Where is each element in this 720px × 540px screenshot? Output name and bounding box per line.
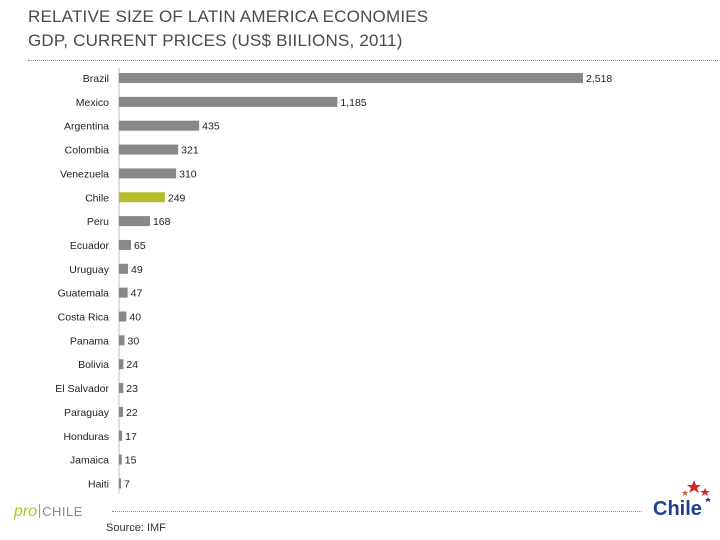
bar-ecuador	[119, 239, 131, 250]
category-label: Haiti	[88, 478, 109, 490]
data-label: 24	[126, 359, 138, 371]
bar-uruguay	[119, 263, 129, 274]
prochile-logo-brand: CHILE	[42, 504, 83, 519]
category-label: Brazil	[83, 73, 109, 85]
chile-logo-text: Chile	[653, 498, 702, 520]
chile-logo: Chile	[650, 478, 714, 528]
data-label: 49	[131, 264, 143, 276]
data-label: 17	[125, 431, 137, 443]
category-label: Uruguay	[69, 264, 109, 276]
data-label: 321	[181, 145, 199, 157]
data-label: 2,518	[586, 73, 612, 85]
bar-honduras	[119, 430, 123, 441]
chart-subtitle: GDP, CURRENT PRICES (US$ BIILIONS, 2011)	[28, 31, 403, 50]
category-label: Costa Rica	[58, 312, 110, 324]
bar-paraguay	[119, 406, 124, 417]
category-label: Panama	[70, 335, 109, 347]
bar-haiti	[119, 478, 121, 489]
data-label: 310	[179, 168, 197, 180]
category-label: Bolivia	[78, 359, 109, 371]
top-divider	[28, 60, 718, 61]
data-label: 249	[168, 192, 186, 204]
bar-peru	[119, 216, 150, 227]
bar-argentina	[119, 120, 200, 131]
prochile-logo-pro: pro	[14, 503, 38, 520]
bar-panama	[119, 335, 125, 346]
star-icon	[682, 480, 711, 502]
source-note: Source: IMF	[106, 522, 166, 534]
category-label: Colombia	[65, 145, 110, 157]
category-label: Ecuador	[70, 240, 110, 252]
bar-costa-rica	[119, 311, 127, 322]
bar-jamaica	[119, 454, 122, 465]
data-label: 168	[153, 216, 171, 228]
category-label: Guatemala	[58, 288, 110, 300]
bar-venezuela	[119, 168, 177, 179]
data-label: 7	[124, 478, 130, 490]
category-label: Paraguay	[64, 407, 110, 419]
data-label: 15	[125, 455, 137, 467]
data-label: 23	[126, 383, 138, 395]
category-label: Mexico	[76, 97, 109, 109]
bar-brazil	[119, 73, 583, 83]
data-label: 22	[126, 407, 138, 419]
category-label: Honduras	[63, 431, 109, 443]
bar-mexico	[119, 96, 338, 107]
category-label: Argentina	[64, 121, 109, 133]
category-label: Jamaica	[70, 455, 109, 467]
bar-chart: Brazil 2,518 Mexico 1,185 Argentina 435 Colomb…	[55, 68, 612, 494]
category-label: El Salvador	[55, 383, 109, 395]
bar-guatemala	[119, 287, 128, 298]
bar-chile	[119, 192, 165, 203]
category-label: Peru	[87, 216, 109, 228]
bar-el-salvador	[119, 383, 124, 394]
data-label: 1,185	[340, 97, 366, 109]
bar-bolivia	[119, 359, 124, 370]
data-label: 40	[129, 312, 141, 324]
prochile-logo: pro CHILE	[14, 503, 83, 521]
data-label: 435	[202, 121, 220, 133]
chart-title: RELATIVE SIZE OF LATIN AMERICA ECONOMIES	[28, 7, 429, 26]
data-label: 65	[134, 240, 146, 252]
category-label: Chile	[85, 192, 109, 204]
bottom-divider	[112, 511, 642, 512]
category-label: Venezuela	[60, 168, 109, 180]
bar-colombia	[119, 144, 179, 155]
data-label: 30	[128, 335, 140, 347]
data-label: 47	[131, 288, 143, 300]
